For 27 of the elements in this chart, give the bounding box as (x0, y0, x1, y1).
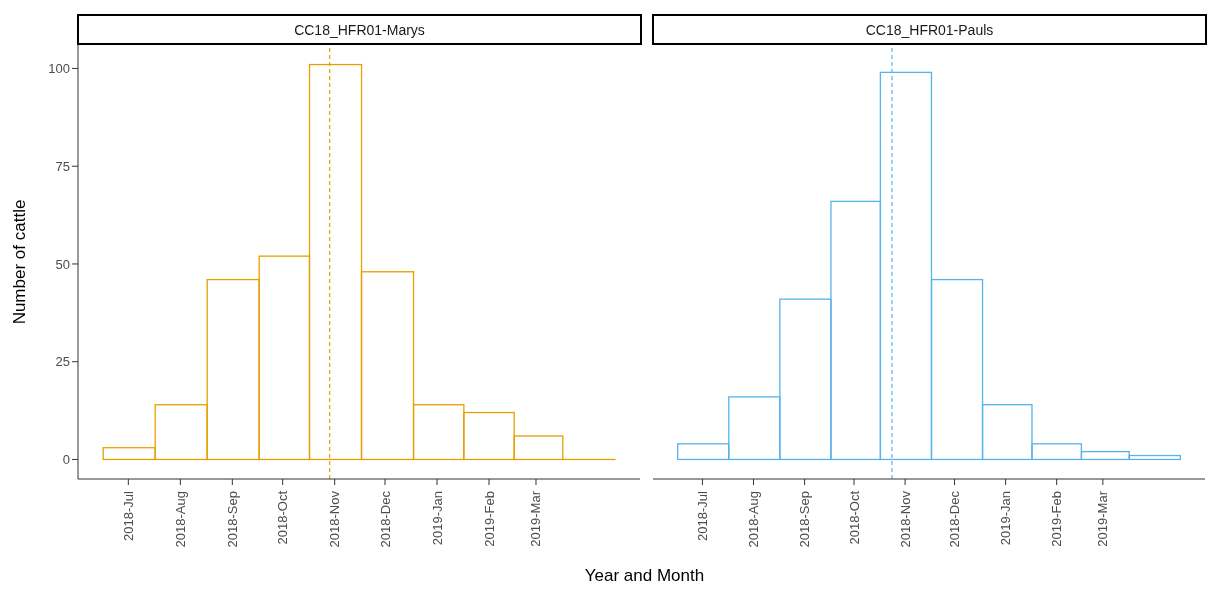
y-tick-label: 0 (62, 452, 70, 468)
y-tick-label: 25 (55, 354, 70, 370)
y-tick-label: 75 (55, 158, 70, 174)
x-tick-label: 2018-Jul (120, 490, 136, 541)
x-tick-label: 2019-Mar (1095, 490, 1111, 547)
x-tick-label: 2018-Dec (377, 490, 393, 548)
x-tick-label: 2019-Mar (528, 490, 544, 547)
x-tick-label: 2019-Feb (1049, 491, 1065, 547)
x-tick-label: 2018-Aug (172, 491, 188, 548)
x-tick-label: 2018-Jul (694, 490, 710, 541)
x-tick-label: 2018-Aug (746, 491, 762, 548)
x-tick-label: 2018-Dec (947, 490, 963, 548)
x-tick-label: 2018-Nov (327, 490, 343, 548)
x-tick-label: 2018-Oct (846, 490, 862, 545)
x-tick-label: 2018-Oct (275, 490, 291, 545)
x-tick-label: 2018-Sep (224, 491, 240, 548)
x-axis-title: Year and Month (583, 566, 706, 586)
y-axis-title: Number of cattle (10, 199, 30, 325)
chart-title: CC18_HFR01-Marys (77, 14, 642, 45)
x-tick-label: 2018-Nov (897, 490, 913, 548)
x-tick-label: 2019-Jan (429, 491, 445, 546)
x-tick-label: 2019-Feb (481, 491, 497, 547)
chart-title: CC18_HFR01-Pauls (652, 14, 1207, 45)
x-tick-label: 2018-Sep (797, 491, 813, 548)
x-tick-label: 2019-Jan (998, 491, 1014, 546)
y-tick-label: 50 (55, 256, 70, 272)
y-tick-label: 100 (48, 61, 70, 77)
